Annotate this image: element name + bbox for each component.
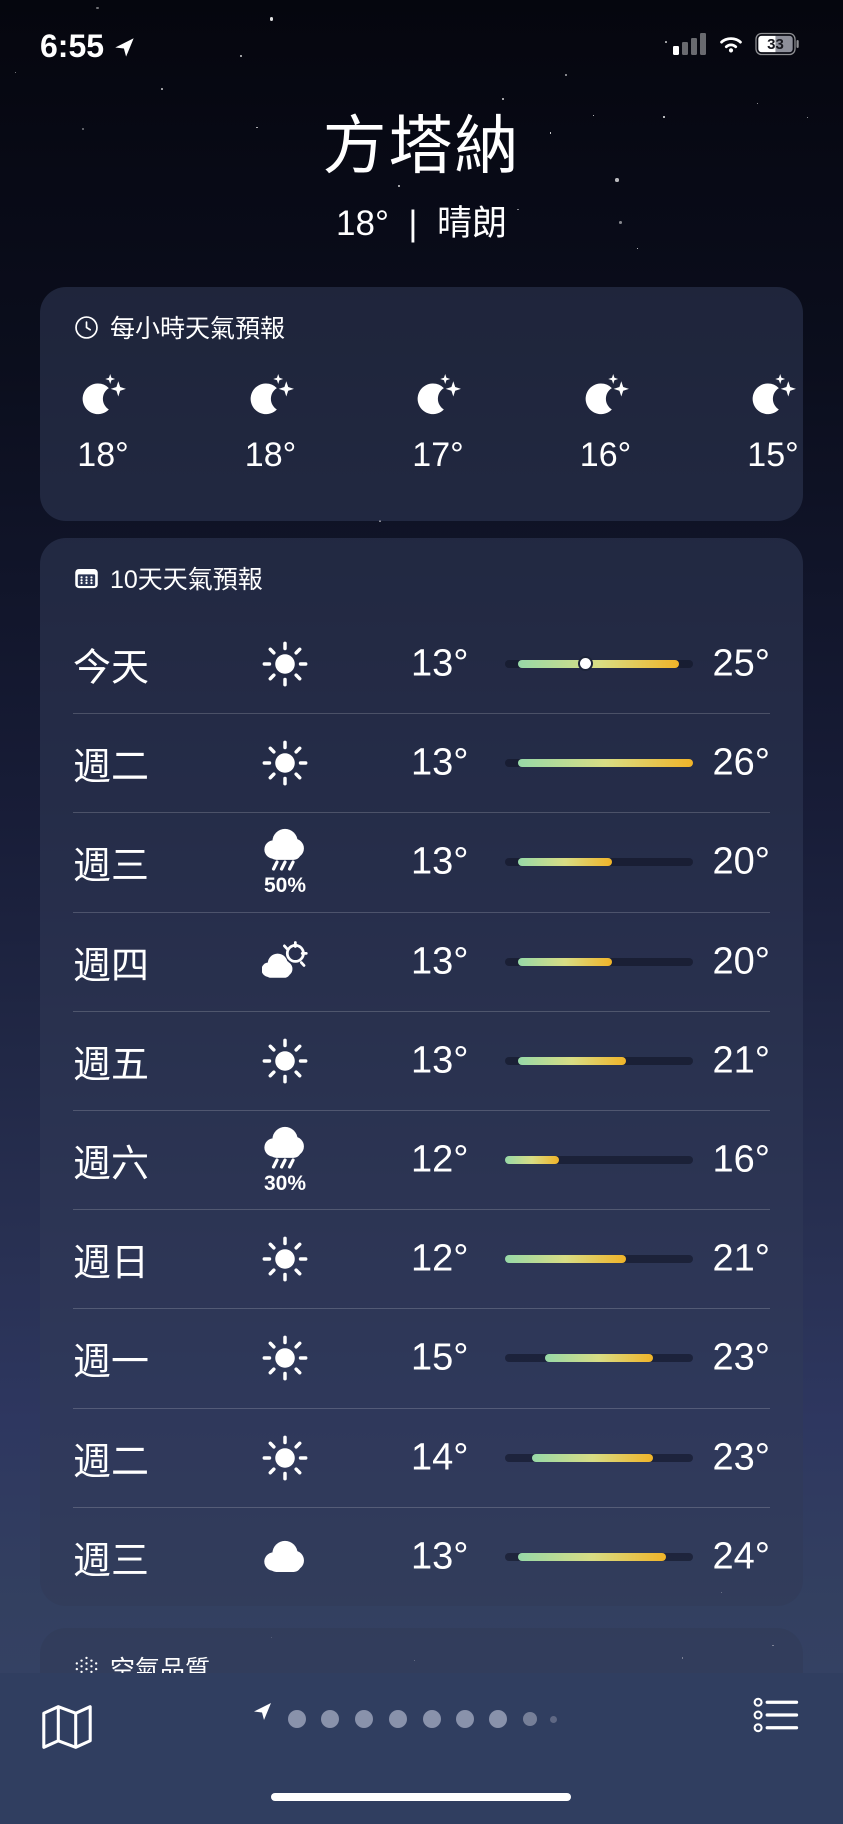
svg-text:33: 33 — [767, 36, 784, 53]
